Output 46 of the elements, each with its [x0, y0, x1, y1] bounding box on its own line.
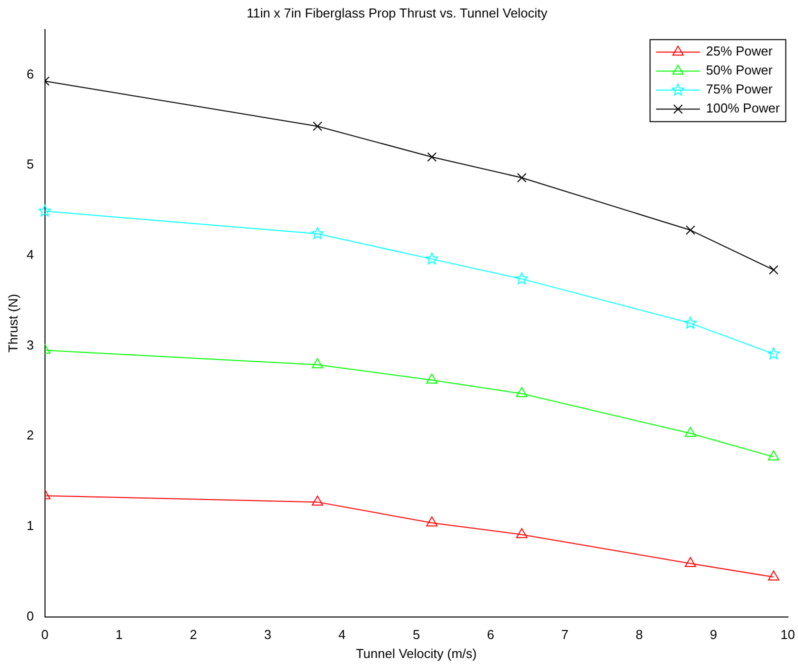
y-axis-title: Thrust (N)	[5, 294, 20, 352]
point	[684, 426, 696, 437]
y-tick-label: 0	[26, 608, 34, 624]
point	[768, 450, 780, 460]
point	[684, 557, 696, 567]
x-tick-label: 0	[41, 627, 48, 642]
point	[767, 347, 780, 360]
point	[426, 516, 438, 526]
x-tick-label: 4	[338, 627, 346, 642]
x-tick-label: 1	[116, 627, 123, 642]
point	[686, 225, 696, 235]
y-tick-label: 2	[26, 428, 34, 443]
x-tick-label: 9	[710, 627, 718, 642]
y-tick-label: 1	[26, 518, 34, 534]
x-tick-label: 2	[190, 627, 198, 642]
point	[311, 227, 324, 240]
point	[517, 173, 527, 182]
y-tick-label: 6	[26, 66, 34, 82]
point	[38, 204, 52, 217]
legend-label: 25% Power	[706, 44, 774, 59]
point	[312, 358, 324, 368]
legend-label: 75% Power	[706, 82, 774, 97]
point	[768, 570, 780, 581]
point	[426, 252, 438, 264]
legend-label: 50% Power	[706, 62, 774, 78]
point	[516, 272, 528, 284]
legend-label: 100% Power	[706, 100, 780, 116]
x-tick-label: 10	[780, 627, 796, 642]
x-tick-label: 8	[636, 627, 643, 642]
x-tick-label: 3	[264, 627, 272, 642]
x-axis-title: Tunnel Velocity (m/s)	[356, 646, 477, 661]
point	[516, 387, 528, 398]
x-tick-label: 7	[561, 627, 569, 642]
point	[684, 316, 697, 329]
point	[426, 374, 438, 384]
y-tick-label: 5	[26, 156, 34, 172]
x-tick-label: 5	[412, 627, 420, 642]
chart-title: 11in x 7in Fiberglass Prop Thrust vs. Tunnel Velocity	[246, 5, 548, 20]
y-tick-label: 3	[26, 337, 34, 352]
y-tick-label: 4	[26, 247, 34, 262]
point	[312, 122, 322, 132]
point	[427, 152, 437, 162]
point	[516, 528, 528, 538]
point	[768, 265, 778, 275]
x-tick-label: 6	[486, 627, 494, 642]
point	[312, 496, 324, 506]
